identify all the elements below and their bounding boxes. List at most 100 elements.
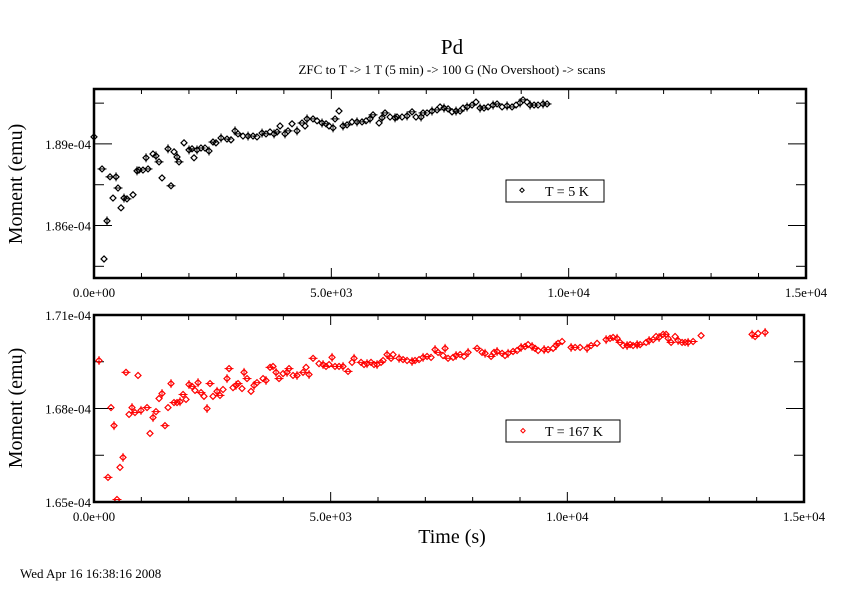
data-point	[125, 410, 133, 419]
data-point	[176, 397, 184, 407]
data-point	[688, 337, 698, 346]
data-point	[109, 194, 117, 202]
data-point	[467, 101, 477, 109]
data-point	[149, 150, 157, 158]
data-point	[463, 102, 471, 112]
bottom-legend-marker-icon	[520, 427, 526, 434]
data-point	[164, 144, 172, 154]
data-point	[460, 352, 468, 361]
data-point	[146, 429, 154, 438]
data-point	[423, 109, 431, 117]
x-tick-label: 1.5e+04	[783, 509, 826, 524]
data-point	[143, 165, 153, 173]
data-point	[119, 452, 127, 462]
data-point	[247, 387, 255, 396]
data-point	[343, 367, 353, 376]
data-point	[593, 339, 601, 348]
y-tick-label: 1.86e-04	[45, 219, 91, 234]
data-point	[301, 122, 309, 130]
data-point	[121, 368, 131, 377]
data-point	[103, 216, 111, 226]
top-y-axis-label: Moment (emu)	[5, 124, 27, 245]
data-point	[137, 405, 145, 415]
data-point	[357, 118, 367, 126]
data-point	[398, 355, 408, 364]
data-point	[215, 391, 225, 400]
data-point	[284, 364, 294, 373]
data-point	[472, 98, 480, 106]
data-point	[635, 340, 645, 349]
data-point	[524, 340, 532, 349]
data-point	[520, 342, 530, 351]
data-point	[303, 114, 311, 124]
data-point	[586, 341, 596, 350]
data-point	[490, 348, 498, 357]
data-point	[182, 395, 190, 404]
data-point	[190, 153, 198, 162]
data-point	[619, 341, 627, 350]
data-point	[185, 380, 193, 390]
data-point	[360, 360, 368, 369]
data-point	[213, 386, 221, 396]
data-point	[493, 346, 501, 356]
data-point	[276, 122, 284, 130]
data-point	[671, 332, 679, 341]
data-point	[205, 379, 215, 388]
data-point	[170, 147, 178, 156]
data-point	[274, 374, 284, 383]
data-point	[609, 333, 617, 342]
top-panel-5k: Moment (emu) 0.0e+00 5.0e+03 1.0e+04 1.5e+0…	[5, 87, 828, 300]
data-point	[513, 346, 521, 355]
data-point	[328, 352, 336, 362]
data-point	[558, 337, 566, 346]
data-point	[151, 407, 161, 416]
data-point	[330, 115, 340, 123]
data-point	[180, 138, 188, 147]
bottom-data-points	[95, 327, 769, 504]
data-point	[392, 113, 402, 121]
data-point	[664, 333, 672, 343]
data-point	[542, 100, 552, 108]
data-point	[201, 144, 209, 152]
data-point	[252, 378, 262, 387]
data-point	[335, 107, 343, 115]
data-point	[472, 344, 482, 353]
top-axis-ticks: 0.0e+00 5.0e+03 1.0e+04 1.5e+04 1.86e-04 1.89…	[45, 89, 828, 300]
data-point	[313, 116, 321, 125]
data-point	[305, 370, 313, 380]
data-point	[433, 348, 443, 357]
x-tick-label: 0.0e+00	[73, 509, 115, 524]
data-point	[160, 421, 170, 430]
data-point	[265, 363, 275, 372]
data-point	[112, 172, 120, 182]
data-point	[244, 131, 252, 141]
data-point	[503, 101, 511, 111]
data-point	[203, 404, 211, 413]
data-point	[167, 379, 175, 389]
data-point	[217, 133, 225, 143]
data-point	[754, 329, 762, 338]
data-point	[395, 353, 403, 363]
data-point	[422, 352, 432, 361]
data-point	[528, 341, 536, 351]
data-point	[302, 363, 310, 372]
data-point	[154, 158, 164, 166]
data-point	[173, 398, 181, 407]
data-point	[130, 408, 140, 417]
data-point	[443, 105, 453, 113]
y-tick-label: 1.65e-04	[45, 495, 91, 510]
data-point	[259, 374, 267, 383]
data-point	[570, 343, 580, 352]
data-point	[155, 394, 163, 403]
data-point	[272, 367, 280, 377]
data-point	[149, 413, 157, 423]
data-point	[329, 123, 337, 133]
top-plot-frame	[92, 87, 808, 280]
data-point	[642, 338, 650, 347]
data-point	[339, 361, 347, 371]
data-point	[200, 392, 208, 401]
data-point	[666, 338, 676, 347]
data-point	[350, 353, 358, 363]
top-legend-box	[505, 179, 605, 203]
data-point	[459, 104, 467, 112]
